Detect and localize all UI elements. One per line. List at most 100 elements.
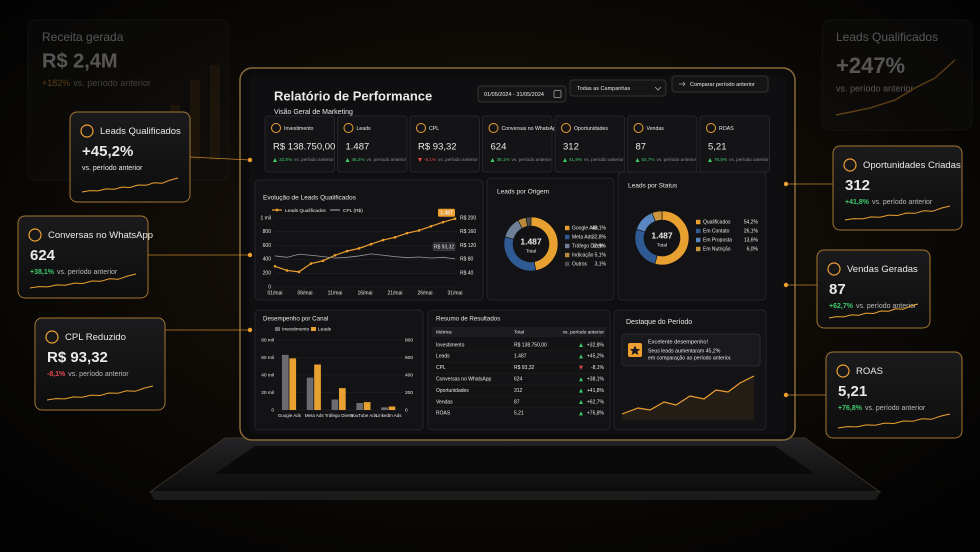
legend-label: Google Ads	[572, 226, 598, 232]
kpi-value: 5,21	[708, 142, 727, 153]
kpi-label: Vendas	[647, 126, 665, 132]
table-cell: 624	[514, 377, 523, 383]
y-tick-label: 800	[263, 229, 272, 235]
x-tick-label: 06/mai	[297, 290, 312, 296]
trend-up-icon	[579, 388, 583, 393]
kpi-delta-line: 45,2% vs. período anterior	[352, 157, 407, 162]
legend-swatch	[275, 327, 280, 331]
background-note: vs. período anterior	[73, 78, 151, 88]
table-cell: R$ 93,32	[514, 365, 535, 371]
kpi-label: Conversas no WhatsApp	[502, 126, 559, 132]
callout-sparkline	[844, 205, 951, 221]
callout-card: Oportunidades Criadas 312 +41,8% vs. períod…	[832, 145, 963, 231]
table-cell: Vendas	[436, 399, 453, 405]
x-tick-label: Meta Ads	[305, 413, 325, 418]
callout-delta-line: +41,8% vs. período anterior	[845, 199, 933, 206]
callout-sparkline	[46, 385, 154, 401]
highlight-sparkline	[621, 375, 755, 415]
callout-sparkline	[29, 273, 137, 289]
donut-center-label: Total	[657, 242, 667, 248]
legend-swatch	[565, 243, 570, 249]
series-line	[274, 218, 456, 273]
kpi-label: CPL	[429, 126, 439, 132]
table-title: Resumo de Resultados	[436, 316, 500, 323]
bar	[306, 377, 314, 410]
series-point	[381, 238, 385, 242]
kpi-delta: -8,1%	[424, 157, 436, 162]
callout-title: CPL Reduzido	[65, 332, 126, 343]
legend-label: Leads	[318, 327, 332, 333]
connector-dot	[783, 392, 789, 398]
series-point	[345, 249, 349, 253]
callout-icon	[80, 124, 94, 138]
highlight-box	[621, 333, 761, 367]
x-tick-label: 01/mai	[267, 290, 282, 296]
series-point	[453, 217, 457, 220]
kpi-delta-line: 76,8% vs. período anterior	[714, 157, 769, 162]
compare-label: Comparar período anterior	[690, 82, 755, 88]
table-header: Métrica	[436, 330, 452, 336]
table-delta: +38,1%	[587, 377, 605, 383]
legend-swatch	[696, 228, 701, 234]
kpi-value: R$ 93,32	[418, 142, 457, 153]
trend-up-icon	[579, 377, 583, 382]
table-panel	[427, 309, 611, 431]
y-tick-label: 0	[268, 284, 271, 290]
table-cell: ROAS	[436, 411, 451, 417]
chart-title: Leads por Status	[628, 183, 678, 190]
legend-label: Leads Qualificados	[285, 208, 326, 214]
campaign-filter: Todas as Campanhas	[577, 86, 630, 92]
callout-icon	[836, 364, 850, 378]
kpi-delta: 38,1%	[497, 157, 510, 162]
connector-dot	[783, 181, 789, 187]
y-tick-label: 40 mil	[261, 372, 274, 378]
x-tick-label: LinkedIn Ads	[376, 413, 403, 418]
kpi-delta: 32,8%	[279, 157, 292, 162]
series-point	[309, 262, 313, 265]
highlight-text: em comparação ao período anterior.	[648, 355, 732, 361]
connector-dot	[783, 282, 789, 288]
value-label: 48,1%	[592, 226, 607, 232]
table-cell: 312	[514, 388, 523, 394]
series-point	[369, 242, 373, 246]
kpi-note: vs. período anterior	[294, 157, 334, 162]
legend-label: CPL (R$)	[343, 208, 363, 214]
kpi-value: 624	[491, 142, 507, 153]
series-point	[333, 253, 337, 257]
bar	[289, 358, 297, 410]
y2-tick-label: R$ 120	[460, 243, 476, 249]
compare-icon	[679, 81, 686, 87]
y-tick-label: 600	[263, 243, 272, 249]
campaign-select[interactable]	[569, 79, 667, 97]
donut-slice	[651, 210, 663, 222]
value-label: 3,1%	[595, 262, 607, 268]
trend-up-icon	[635, 158, 640, 162]
callout-title: Oportunidades Criadas	[863, 160, 961, 171]
trend-up-icon	[345, 158, 350, 162]
compare-button[interactable]	[671, 75, 769, 93]
callout-note: vs. período anterior	[856, 303, 917, 310]
trend-up-icon	[579, 354, 583, 359]
callout-bg	[69, 111, 191, 203]
bar	[331, 399, 339, 410]
y-tick-label: 200	[263, 271, 272, 277]
highlight-headline: Excelente desempenho!	[648, 339, 708, 345]
bar	[281, 354, 289, 410]
dashboard-subtitle: Visão Geral de Marketing	[274, 109, 353, 116]
date-range-box	[477, 85, 567, 103]
x-tick-label: 26/mai	[417, 290, 432, 296]
highlight-sparkline-fill	[622, 376, 754, 420]
callout-sparkline	[837, 413, 951, 429]
legend-label: Em Contato	[703, 229, 730, 235]
annotation: R$ 93,32	[434, 244, 455, 250]
table-header: vs. período anterior	[563, 330, 605, 336]
annotation: 1.487	[440, 210, 453, 216]
callout-delta-line: +76,8% vs. período anterior	[838, 405, 926, 412]
chart-panel	[617, 171, 767, 301]
legend-swatch	[696, 219, 701, 225]
bar	[363, 402, 371, 410]
value-label: 13,6%	[744, 238, 759, 244]
kpi-note: vs. período anterior	[438, 157, 478, 162]
x-tick-label: Google Ads	[278, 413, 302, 418]
callout-title: Leads Qualificados	[100, 126, 181, 137]
